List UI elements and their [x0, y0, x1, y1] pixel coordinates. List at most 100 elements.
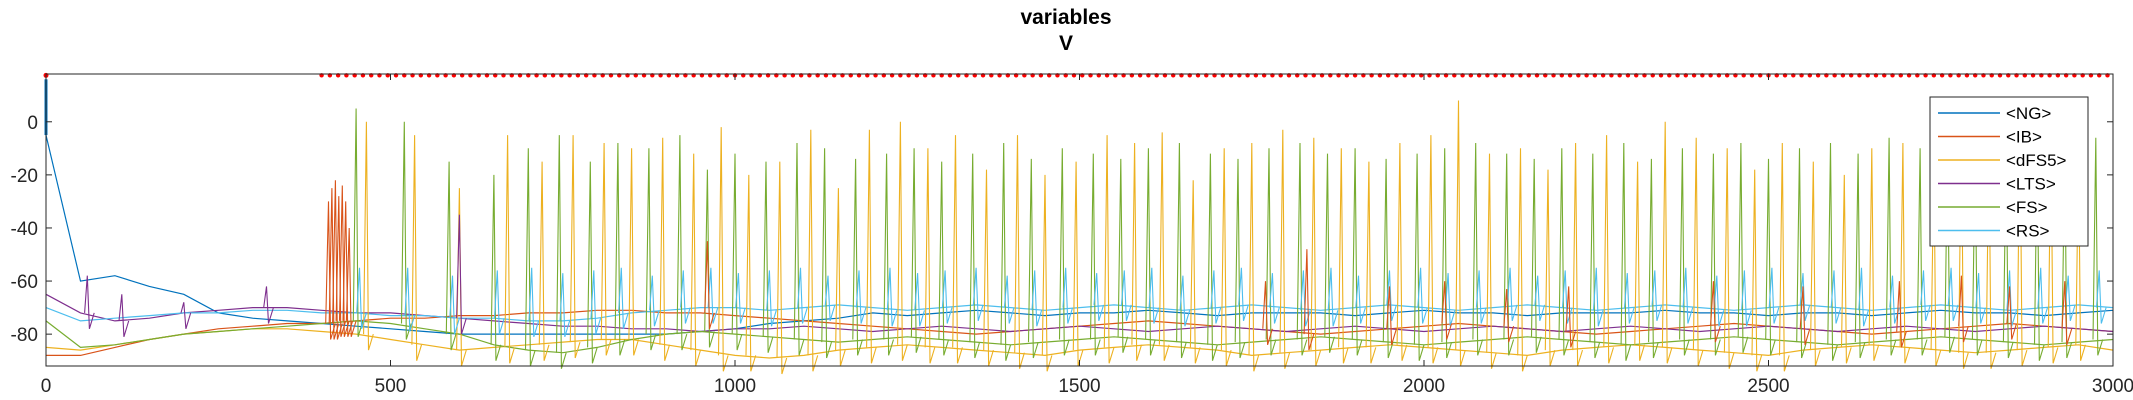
series-line-dfs5	[45, 328, 2114, 359]
spike-rs	[707, 267, 719, 324]
spike-rs	[1031, 270, 1043, 327]
spike-fs	[400, 121, 412, 340]
spike-rs	[1238, 267, 1249, 322]
x-axis: 0 500 1000 1500 2000 2500 3000	[41, 74, 2133, 397]
spike-fs	[1503, 153, 1515, 356]
spike-ib	[345, 227, 357, 337]
spike-fs	[555, 135, 567, 369]
spike-ib	[1958, 275, 1969, 343]
spike-ib	[342, 201, 354, 337]
spike-dfs5	[1661, 121, 1673, 364]
spike-rs	[2037, 267, 2049, 324]
spike-dfs5	[1427, 135, 1439, 364]
spike-dfs5	[1868, 148, 1880, 361]
spike-dfs5	[1809, 161, 1821, 367]
chart-title: variables	[1020, 6, 1111, 29]
legend-label: <LTS>	[2006, 175, 2056, 194]
spike-fs	[1089, 153, 1101, 356]
spike-fs	[1854, 153, 1866, 359]
spike-dfs5	[835, 188, 846, 367]
spike-dfs5	[745, 174, 757, 372]
spike-rs	[1120, 270, 1132, 322]
chart-subtitle: V	[1059, 32, 1073, 55]
spike-fs	[969, 153, 981, 359]
spike-rs	[1682, 267, 1694, 324]
spike-fs	[1027, 158, 1039, 359]
spike-rs	[1947, 267, 1959, 322]
legend-label: <NG>	[2006, 104, 2051, 123]
spike-dfs5	[690, 153, 702, 367]
legend[interactable]: <NG> <IB> <dFS5> <LTS> <FS> <RS>	[1929, 96, 2089, 247]
spike-dfs5	[504, 135, 516, 364]
spike-rs	[735, 273, 746, 324]
spike-rs	[1210, 270, 1222, 324]
spike-dfs5	[411, 135, 423, 361]
spike-fs	[1530, 158, 1542, 353]
spike-fs	[524, 148, 536, 367]
spike-fs	[1765, 158, 1776, 356]
spike-fs	[1000, 142, 1012, 361]
x-tick-label: 2000	[1403, 376, 1445, 397]
spike-dfs5	[1158, 132, 1170, 361]
spike-fs	[2092, 137, 2104, 356]
spike-ib	[2006, 286, 2018, 340]
spike-dfs5	[1778, 142, 1790, 372]
spike-rs	[1920, 270, 1931, 322]
spike-dfs5	[1899, 142, 1911, 364]
spike-dfs5	[1603, 135, 1615, 364]
spike-fs	[587, 161, 598, 364]
spike-dfs5	[1220, 148, 1232, 367]
spike-dfs5	[628, 148, 640, 356]
spike-rs	[1003, 275, 1015, 324]
spike-fs	[910, 148, 922, 353]
spike-rs	[1327, 267, 1339, 327]
spike-ib	[325, 201, 336, 340]
spike-fs	[731, 153, 743, 351]
spike-fs	[445, 161, 457, 351]
spike-fs	[938, 161, 950, 356]
spike-rs	[766, 270, 777, 327]
x-tick-label: 1000	[714, 376, 756, 397]
spike-rs	[1592, 267, 1604, 327]
spike-dfs5	[2075, 153, 2086, 361]
spike-dfs5	[952, 135, 963, 364]
spike-rs	[649, 275, 660, 327]
spike-fs	[1589, 153, 1601, 359]
spike-lts	[263, 286, 274, 324]
spike-rs	[618, 267, 629, 329]
spike-rs	[590, 270, 602, 335]
spike-dfs5	[1279, 129, 1291, 369]
spike-dfs5	[983, 169, 994, 367]
spike-rs	[1269, 273, 1280, 324]
spike-dfs5	[1103, 135, 1115, 364]
spike-ib	[328, 188, 340, 340]
legend-label: <dFS5>	[2006, 151, 2067, 170]
spike-fs	[676, 135, 688, 351]
spike-fs	[1737, 142, 1749, 353]
spike-rs	[2095, 270, 2107, 324]
spike-rs	[356, 267, 367, 329]
spike-ib	[1262, 281, 1273, 345]
spike-dfs5	[1572, 142, 1584, 367]
spike-rs	[1889, 275, 1900, 324]
spike-dfs5	[1365, 161, 1377, 364]
spike-rs	[1444, 273, 1456, 327]
spike-fs	[1796, 148, 1807, 359]
spike-fs	[1620, 142, 1632, 361]
y-axis: 0 -20 -40 -60 -80	[11, 113, 2113, 346]
spike-fs	[1296, 142, 1308, 356]
legend-label: <IB>	[2006, 128, 2042, 147]
spike-fs	[1441, 148, 1453, 359]
y-tick-label: -20	[11, 166, 38, 187]
spike-fs	[1176, 142, 1187, 359]
spike-rs	[559, 273, 571, 337]
spike-fs	[852, 158, 864, 356]
spike-fs	[1648, 158, 1659, 359]
spike-fs	[1324, 153, 1335, 353]
spike-fs	[793, 142, 805, 356]
spike-ib	[1799, 286, 1811, 345]
spike-fs	[704, 169, 715, 348]
spike-rs	[1386, 270, 1397, 322]
y-tick-label: -40	[11, 219, 38, 240]
